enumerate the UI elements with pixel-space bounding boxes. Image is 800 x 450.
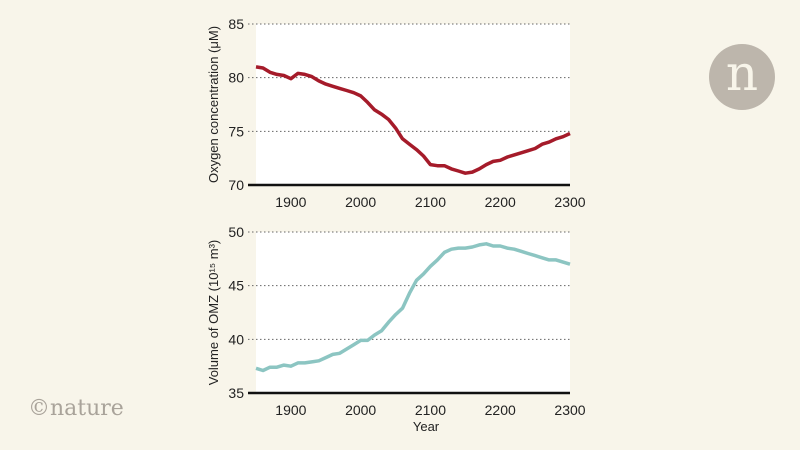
y-tick-label: 75 <box>228 123 244 139</box>
y-tick-label: 50 <box>228 224 244 240</box>
series-line <box>255 65 571 175</box>
y-tick-label: 40 <box>228 331 244 347</box>
x-tick-label: 2000 <box>345 194 376 210</box>
x-tick-label: 2000 <box>345 402 376 418</box>
y-tick-label: 85 <box>228 16 244 32</box>
copyright-text: ©nature <box>28 396 124 421</box>
y-tick-label: 70 <box>228 177 244 193</box>
x-tick-label: 2100 <box>415 194 446 210</box>
x-tick-label: 1900 <box>275 194 306 210</box>
x-tick-label: 2300 <box>554 194 585 210</box>
plot-area <box>256 232 570 393</box>
y-tick-label: 45 <box>228 278 244 294</box>
y-tick-label: 80 <box>228 70 244 86</box>
y-axis-label: Volume of OMZ (10¹⁵ m³) <box>206 240 221 386</box>
y-tick-label: 35 <box>228 385 244 401</box>
y-axis-label: Oxygen concentration (μM) <box>206 26 221 183</box>
x-tick-label: 1900 <box>275 402 306 418</box>
logo-letter: n <box>725 44 759 102</box>
series-line <box>255 242 571 373</box>
x-tick-label: 2100 <box>415 402 446 418</box>
x-tick-label: 2300 <box>554 402 585 418</box>
x-tick-label: 2200 <box>485 194 516 210</box>
x-axis-label: Year <box>413 419 440 434</box>
nature-logo: n <box>709 44 775 110</box>
plot-area <box>256 24 570 185</box>
x-tick-label: 2200 <box>485 402 516 418</box>
